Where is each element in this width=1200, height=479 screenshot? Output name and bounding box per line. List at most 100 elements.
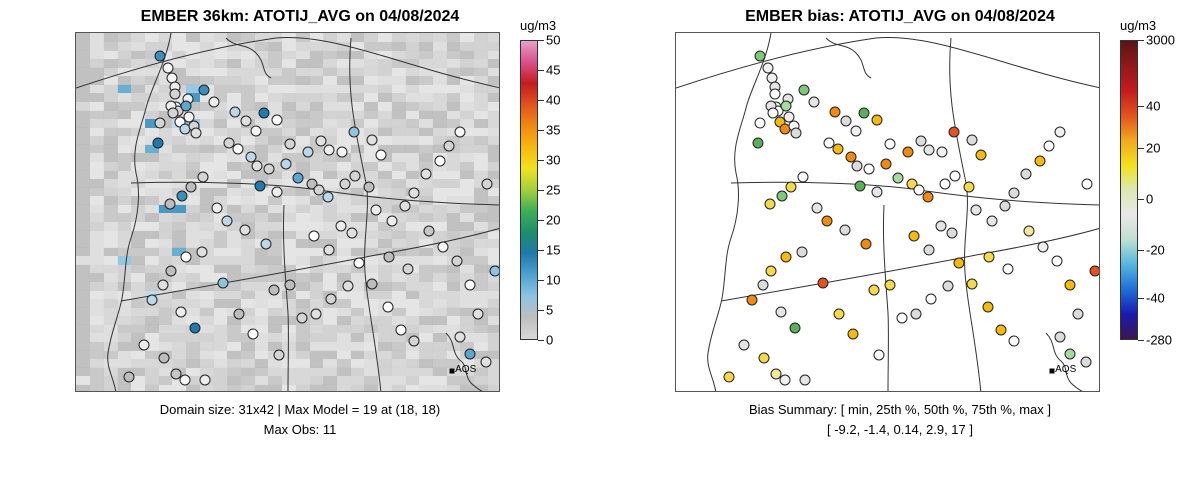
right-observation-point[interactable] — [755, 117, 766, 128]
right-observation-point[interactable] — [811, 202, 822, 213]
left-observation-point[interactable] — [233, 308, 244, 319]
left-observation-point[interactable] — [158, 353, 169, 364]
right-observation-point[interactable] — [936, 147, 947, 158]
right-observation-point[interactable] — [739, 340, 750, 351]
right-observation-point[interactable] — [1090, 265, 1100, 276]
right-observation-point[interactable] — [926, 294, 937, 305]
left-observation-point[interactable] — [271, 115, 282, 126]
left-observation-point[interactable] — [281, 159, 292, 170]
right-observation-point[interactable] — [881, 159, 892, 170]
left-observation-point[interactable] — [124, 372, 135, 383]
right-observation-point[interactable] — [755, 50, 766, 61]
left-observation-point[interactable] — [347, 227, 358, 238]
right-observation-point[interactable] — [1008, 336, 1019, 347]
left-observation-point[interactable] — [165, 266, 176, 277]
left-observation-point[interactable] — [168, 107, 179, 118]
left-observation-point[interactable] — [273, 349, 284, 360]
left-colorbar[interactable]: ug/m3 0 5 10 15 20 25 30 35 40 45 50 — [520, 40, 610, 340]
right-observation-point[interactable] — [821, 216, 832, 227]
left-observation-point[interactable] — [323, 244, 334, 255]
left-observation-point[interactable] — [349, 127, 360, 138]
right-observation-point[interactable] — [790, 127, 801, 138]
right-observation-point[interactable] — [1037, 242, 1048, 253]
left-observation-point[interactable] — [186, 182, 197, 193]
left-observation-point[interactable] — [490, 265, 500, 276]
left-observation-point[interactable] — [200, 374, 211, 385]
left-observation-point[interactable] — [367, 279, 378, 290]
right-observation-point[interactable] — [869, 284, 880, 295]
left-observation-point[interactable] — [437, 242, 448, 253]
left-observation-point[interactable] — [152, 138, 163, 149]
right-observation-point[interactable] — [864, 164, 875, 175]
left-observation-point[interactable] — [395, 325, 406, 336]
right-observation-point[interactable] — [768, 107, 779, 118]
left-observation-point[interactable] — [481, 179, 492, 190]
left-observation-point[interactable] — [269, 284, 280, 295]
left-map-canvas[interactable]: 525048464442-124-122-120-118-116-114-112… — [75, 32, 500, 392]
left-observation-point[interactable] — [366, 135, 377, 146]
right-observation-point[interactable] — [847, 329, 858, 340]
left-observation-point[interactable] — [147, 294, 158, 305]
left-observation-point[interactable] — [218, 278, 229, 289]
left-observation-point[interactable] — [342, 281, 353, 292]
left-observation-point[interactable] — [336, 220, 347, 231]
left-observation-point[interactable] — [423, 225, 434, 236]
left-observation-point[interactable] — [260, 238, 271, 249]
left-observation-point[interactable] — [464, 279, 475, 290]
right-observation-point[interactable] — [1021, 169, 1032, 180]
right-observation-point[interactable] — [1081, 179, 1092, 190]
right-observation-point[interactable] — [860, 238, 871, 249]
left-observation-point[interactable] — [354, 258, 365, 269]
left-observation-point[interactable] — [284, 138, 295, 149]
right-observation-point[interactable] — [987, 216, 998, 227]
right-map-canvas[interactable]: 525048464442-124-122-120-118-116-114-112… — [675, 32, 1100, 392]
left-observation-point[interactable] — [324, 145, 335, 156]
right-observation-point[interactable] — [1043, 140, 1054, 151]
right-observation-point[interactable] — [850, 125, 861, 136]
left-observation-point[interactable] — [371, 205, 382, 216]
right-observation-point[interactable] — [1051, 255, 1062, 266]
right-observation-point[interactable] — [839, 224, 850, 235]
left-observation-point[interactable] — [350, 171, 361, 182]
right-observation-point[interactable] — [1000, 200, 1011, 211]
right-observation-point[interactable] — [871, 187, 882, 198]
left-observation-point[interactable] — [250, 125, 261, 136]
left-observation-point[interactable] — [443, 140, 454, 151]
right-observation-point[interactable] — [747, 294, 758, 305]
right-observation-point[interactable] — [1054, 127, 1065, 138]
left-observation-point[interactable] — [255, 180, 266, 191]
left-observation-point[interactable] — [251, 160, 262, 171]
left-observation-point[interactable] — [284, 280, 295, 291]
right-observation-point[interactable] — [1065, 349, 1076, 360]
right-observation-point[interactable] — [859, 107, 870, 118]
right-observation-point[interactable] — [884, 280, 895, 291]
right-observation-point[interactable] — [797, 172, 808, 183]
left-observation-point[interactable] — [241, 116, 252, 127]
right-observation-point[interactable] — [829, 107, 840, 118]
right-observation-point[interactable] — [1034, 156, 1045, 167]
left-observation-point[interactable] — [465, 349, 476, 360]
right-observation-point[interactable] — [908, 230, 919, 241]
left-observation-point[interactable] — [169, 89, 180, 100]
left-observation-point[interactable] — [190, 127, 201, 138]
right-observation-point[interactable] — [808, 97, 819, 108]
right-observation-point[interactable] — [942, 281, 953, 292]
right-observation-point[interactable] — [897, 313, 908, 324]
left-observation-point[interactable] — [421, 169, 432, 180]
right-observation-point[interactable] — [903, 147, 914, 158]
left-observation-point[interactable] — [480, 357, 491, 368]
right-observation-point[interactable] — [1054, 332, 1065, 343]
left-observation-point[interactable] — [363, 182, 374, 193]
left-observation-point[interactable] — [180, 252, 191, 263]
right-observation-point[interactable] — [796, 246, 807, 257]
left-observation-point[interactable] — [229, 107, 240, 118]
right-observation-point[interactable] — [786, 182, 797, 193]
right-observation-point[interactable] — [936, 220, 947, 231]
right-observation-point[interactable] — [871, 115, 882, 126]
right-observation-point[interactable] — [949, 127, 960, 138]
left-observation-point[interactable] — [387, 216, 398, 227]
left-observation-point[interactable] — [434, 156, 445, 167]
left-observation-point[interactable] — [323, 192, 334, 203]
right-observation-point[interactable] — [971, 205, 982, 216]
left-observation-point[interactable] — [208, 97, 219, 108]
